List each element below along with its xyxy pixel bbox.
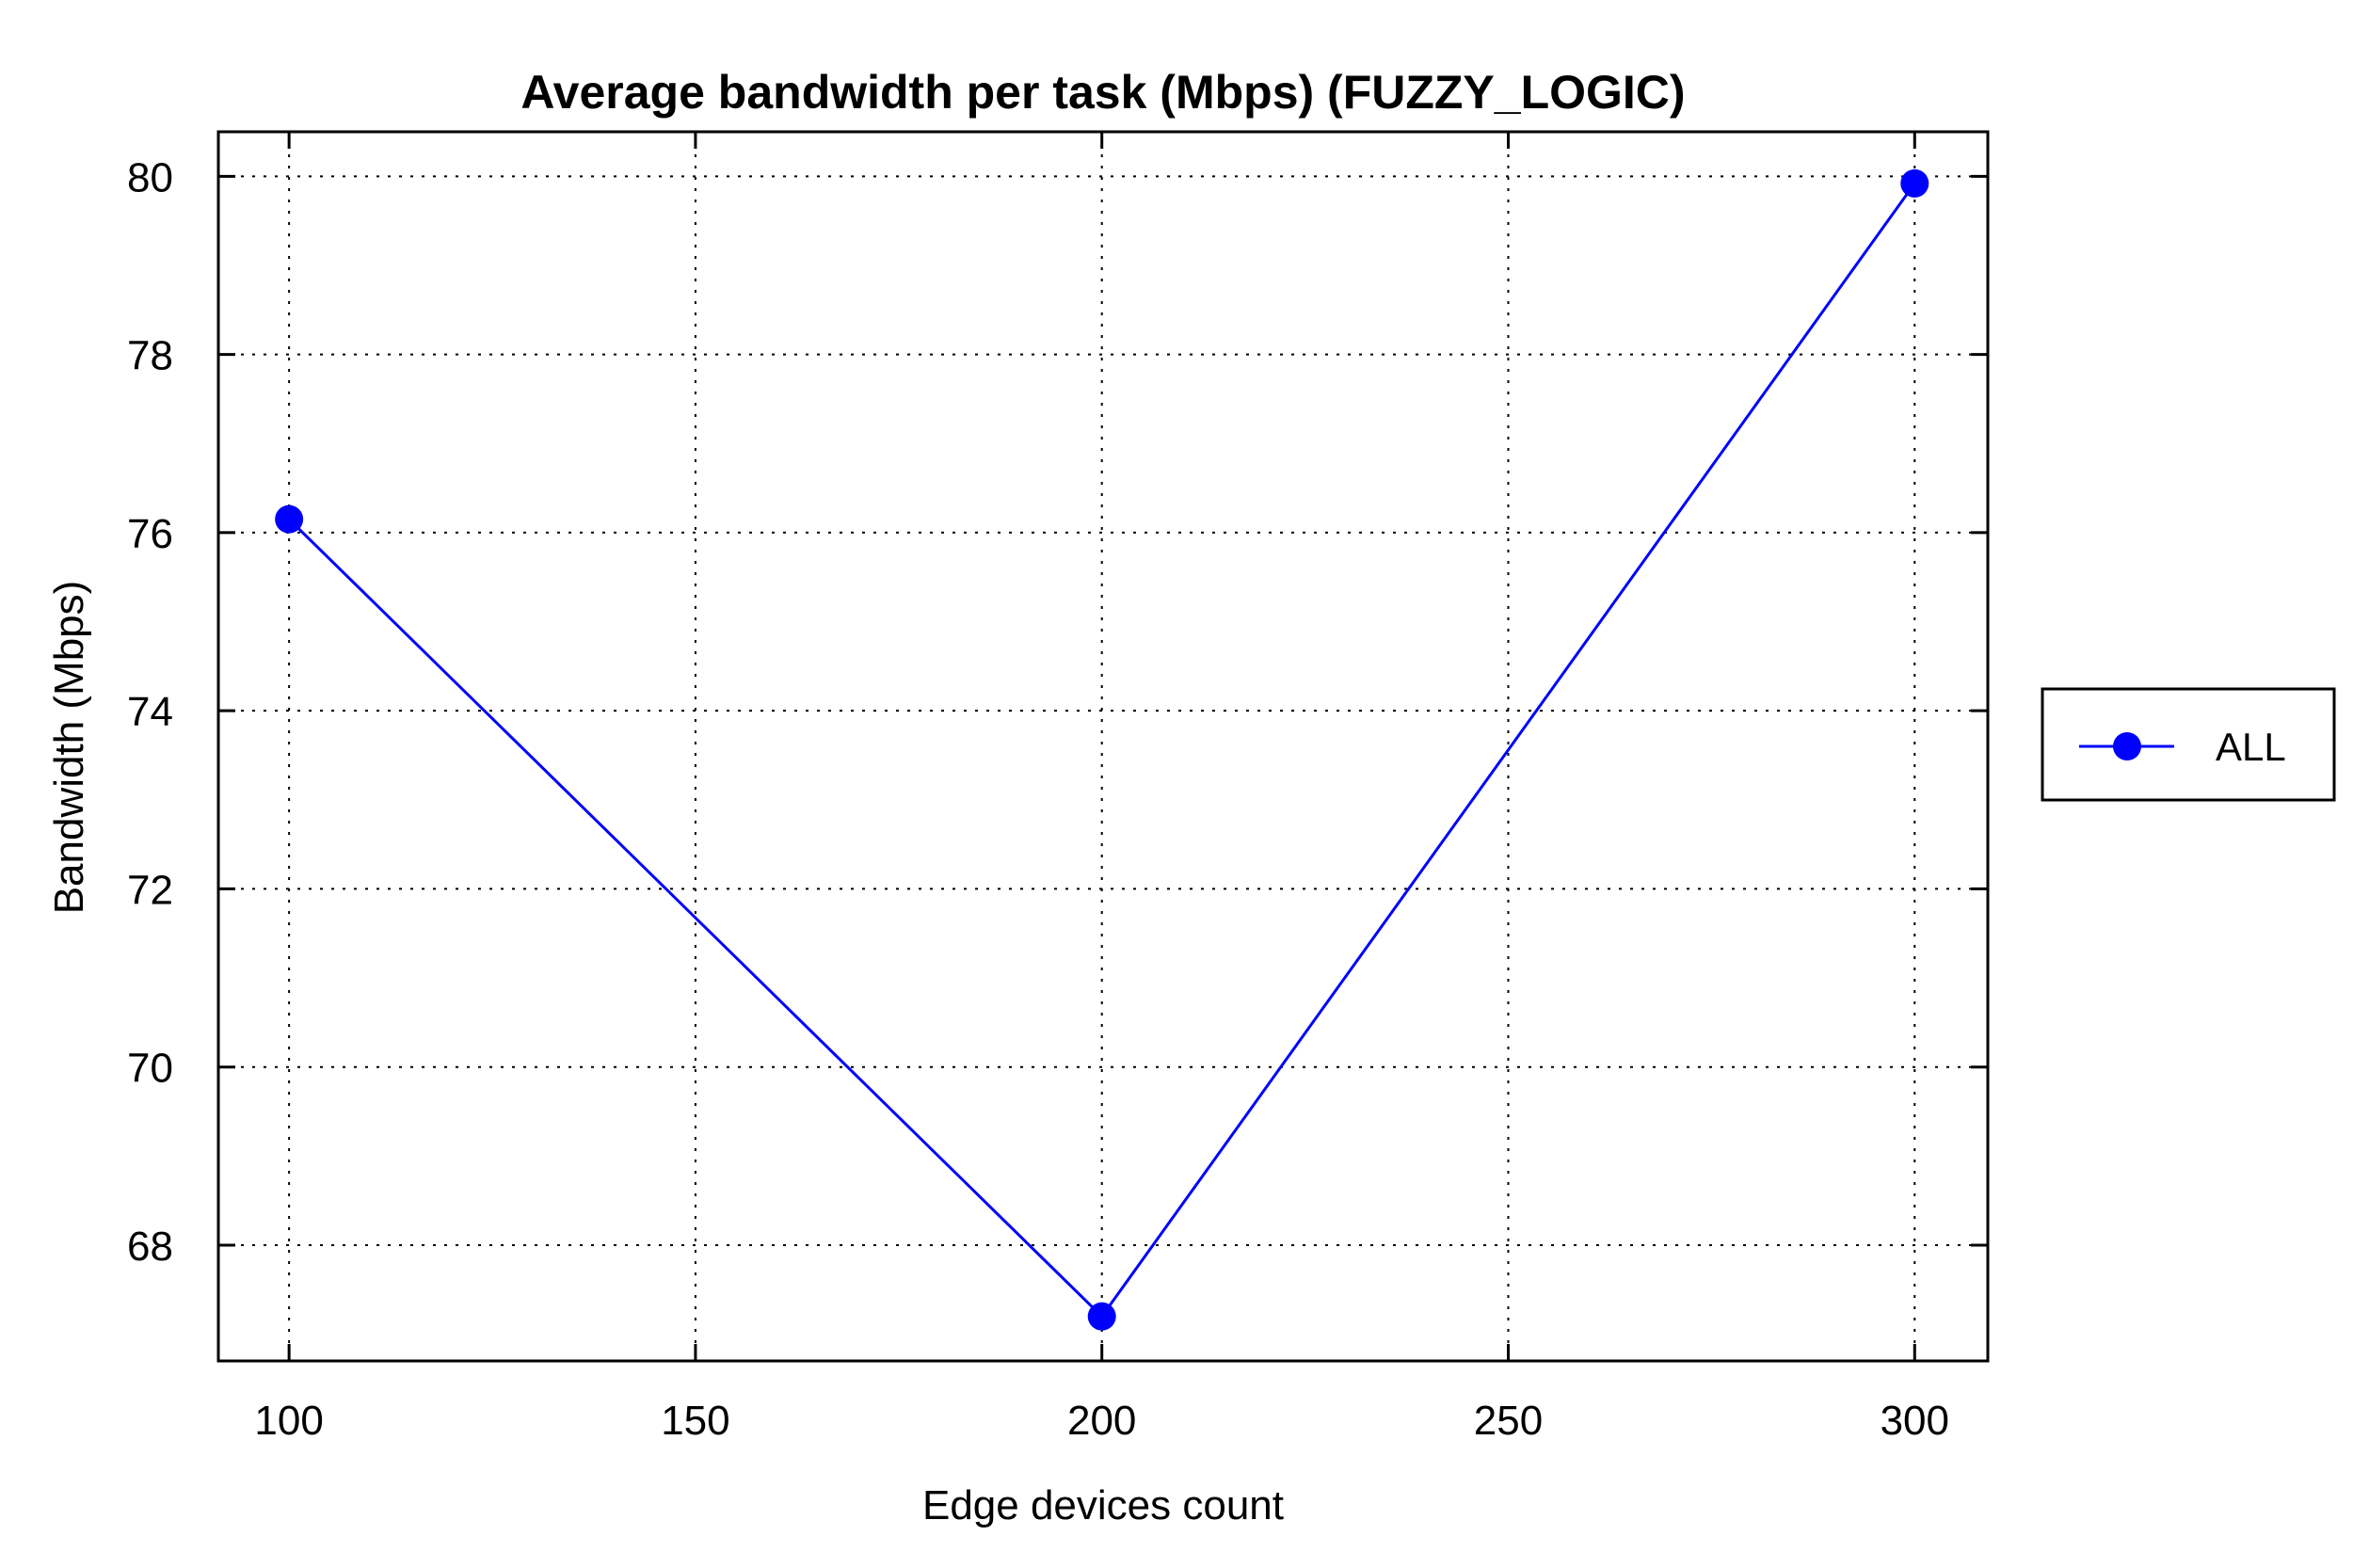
data-point [1087,1302,1116,1331]
ticks: 100 150 200 250 300 68 70 72 74 76 78 80 [127,132,1988,1444]
legend-box [2041,687,2336,802]
y-tick-label: 70 [127,1046,173,1092]
legend-marker [2113,732,2141,760]
x-tick-label: 300 [1881,1398,1949,1444]
data-point [1900,168,1929,198]
legend-label: ALL [2216,725,2286,769]
x-tick-label: 150 [661,1398,729,1444]
y-tick-label: 68 [127,1224,173,1270]
x-tick-label: 200 [1067,1398,1136,1444]
data-point [275,504,304,534]
x-tick-label: 100 [254,1398,323,1444]
y-tick-label: 74 [127,689,173,735]
y-tick-label: 78 [127,333,173,379]
y-tick-label: 72 [127,867,173,913]
y-axis-label: Bandwidth (Mbps) [46,581,92,915]
x-tick-label: 250 [1474,1398,1543,1444]
grid [218,132,1988,1361]
series-line [288,183,1916,1319]
x-axis-label: Edge devices count [922,1482,1284,1528]
plot-frame [216,130,1990,1363]
y-tick-label: 76 [127,511,173,557]
chart-title: Average bandwidth per task (Mbps) (FUZZY… [520,66,1685,119]
marks [275,168,1929,1331]
legend: ALL [2041,687,2336,802]
y-tick-label: 80 [127,154,173,200]
